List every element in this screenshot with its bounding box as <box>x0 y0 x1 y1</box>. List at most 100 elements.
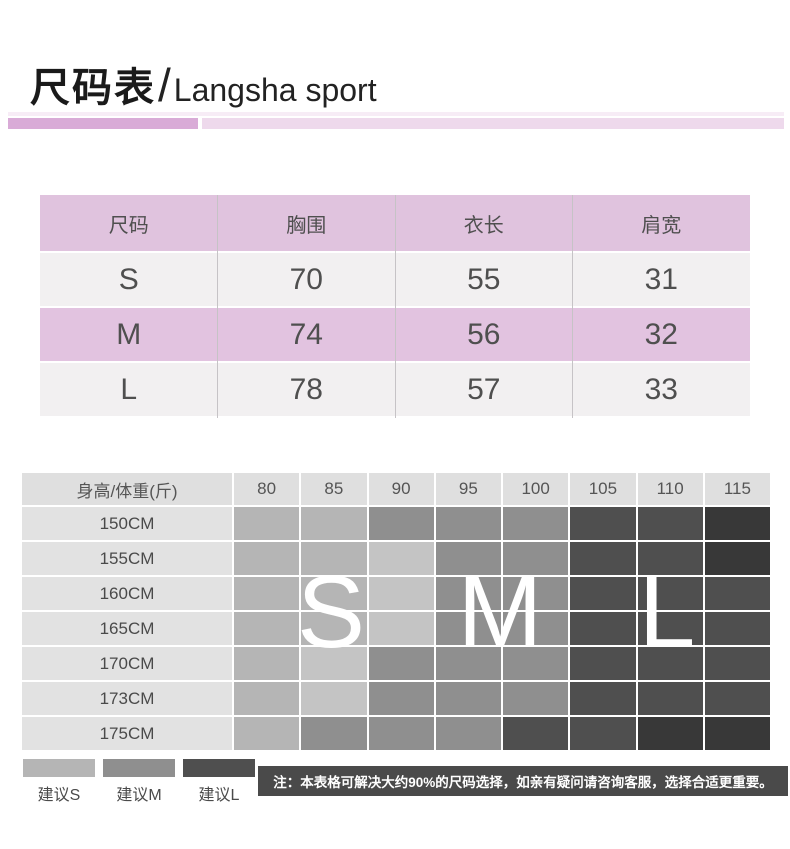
fit-chart-cell <box>234 612 300 645</box>
fit-chart-weight-header: 100 <box>503 473 569 505</box>
title-cn: 尺码表 <box>30 66 156 110</box>
size-overlay-letter-m: M <box>457 555 543 669</box>
fit-chart-cell <box>234 647 300 680</box>
title-underline-accent <box>8 118 198 129</box>
fit-chart-height-label: 155CM <box>22 542 232 575</box>
size-table-cell: 70 <box>289 262 323 296</box>
fit-chart-cell <box>301 507 367 540</box>
size-table-cell: 55 <box>467 262 501 296</box>
fit-chart-weight-header: 85 <box>301 473 367 505</box>
size-table-header-cell: 衣长 <box>463 214 504 237</box>
fit-chart-cell <box>503 647 569 680</box>
fit-chart-cell <box>435 647 501 680</box>
title-divider: / <box>158 59 171 111</box>
fit-chart-cell <box>637 612 703 645</box>
legend-label: 建议L <box>198 787 240 804</box>
fit-chart-cell <box>435 577 501 610</box>
fit-chart-height-label: 165CM <box>22 612 232 645</box>
fit-chart-cell <box>301 682 367 715</box>
fit-chart-cell <box>234 577 300 610</box>
fit-chart-cell <box>704 507 770 540</box>
size-table-cell: 56 <box>467 317 501 351</box>
legend-label: 建议S <box>37 787 81 804</box>
fit-chart-cell <box>503 682 569 715</box>
fit-chart-cell <box>570 682 636 715</box>
column-divider <box>572 195 573 418</box>
fit-chart-height-label: 175CM <box>22 717 232 750</box>
fit-chart: 身高/体重(斤) 80 85 90 95 100 105 110 115 150CM 155CM 16… <box>22 473 770 750</box>
legend-swatch <box>23 759 95 777</box>
legend-item: 建议L <box>183 759 255 805</box>
fit-chart-cell <box>637 542 703 575</box>
fit-chart-cell <box>368 682 434 715</box>
fit-chart-cell <box>301 647 367 680</box>
legend-item: 建议M <box>103 759 175 805</box>
fit-chart-cell <box>435 717 501 750</box>
size-table-cell: 32 <box>644 317 678 351</box>
fit-chart-height-label: 173CM <box>22 682 232 715</box>
fit-chart-corner-label: 身高/体重(斤) <box>22 473 232 505</box>
fit-chart-cell <box>704 612 770 645</box>
column-divider <box>395 195 396 418</box>
fit-chart-weight-header: 115 <box>704 473 770 505</box>
fit-chart-cell <box>503 717 569 750</box>
fit-chart-cell <box>637 507 703 540</box>
legend-label: 建议M <box>116 787 162 804</box>
size-table-cell: 57 <box>467 372 501 406</box>
note-box: 注：本表格可解决大约90%的尺码选择，如亲有疑问请咨询客服，选择合适更重要。 <box>258 766 788 796</box>
size-overlay-letter-l: L <box>638 555 696 669</box>
size-table-cell: L <box>120 372 138 406</box>
size-table-cell: 78 <box>289 372 323 406</box>
column-divider <box>217 195 218 418</box>
fit-chart-cell <box>368 507 434 540</box>
fit-chart-cell <box>704 717 770 750</box>
note-text: 注：本表格可解决大约90%的尺码选择，如亲有疑问请咨询客服，选择合适更重要。 <box>273 775 773 790</box>
fit-chart-cell <box>637 647 703 680</box>
fit-chart-cell <box>704 682 770 715</box>
fit-chart-cell <box>570 507 636 540</box>
fit-chart-cell <box>503 507 569 540</box>
fit-chart-cell <box>570 647 636 680</box>
fit-chart-height-label: 170CM <box>22 647 232 680</box>
fit-chart-cell <box>234 542 300 575</box>
fit-chart-cell <box>637 577 703 610</box>
fit-chart-weight-header: 90 <box>368 473 434 505</box>
fit-chart-cell <box>704 577 770 610</box>
fit-chart-cell <box>301 577 367 610</box>
fit-chart-cell <box>301 612 367 645</box>
fit-chart-cell <box>368 647 434 680</box>
fit-chart-cell <box>435 682 501 715</box>
fit-chart-cell <box>301 542 367 575</box>
fit-chart-cell <box>234 507 300 540</box>
fit-chart-cell <box>570 612 636 645</box>
fit-chart-cell <box>368 717 434 750</box>
fit-chart-cell <box>570 717 636 750</box>
fit-chart-cell <box>368 612 434 645</box>
fit-chart-cell <box>704 542 770 575</box>
fit-chart-cell <box>637 682 703 715</box>
size-table: 尺码 胸围 衣长 肩宽 S 70 55 31 M 74 56 32 L 78 57 33 <box>40 195 750 418</box>
fit-chart-cell <box>234 682 300 715</box>
fit-chart-cell <box>435 507 501 540</box>
fit-chart-weight-header: 110 <box>637 473 703 505</box>
size-table-cell: S <box>118 262 139 296</box>
fit-chart-cell <box>435 612 501 645</box>
size-table-cell: 31 <box>644 262 678 296</box>
fit-chart-cell <box>503 612 569 645</box>
title-underline-pale <box>8 112 784 116</box>
fit-chart-height-label: 160CM <box>22 577 232 610</box>
fit-chart-cell <box>435 542 501 575</box>
legend-swatch <box>183 759 255 777</box>
fit-chart-weight-header: 80 <box>234 473 300 505</box>
size-table-header-cell: 胸围 <box>286 214 327 237</box>
fit-chart-weight-header: 95 <box>435 473 501 505</box>
size-table-cell: 33 <box>644 372 678 406</box>
size-table-cell: M <box>116 317 142 351</box>
title-underline-light <box>202 118 784 129</box>
fit-chart-cell <box>503 542 569 575</box>
size-overlay-letter-s: S <box>296 555 366 669</box>
size-table-cell: 74 <box>289 317 323 351</box>
fit-chart-cell <box>570 577 636 610</box>
legend-item: 建议S <box>23 759 95 805</box>
